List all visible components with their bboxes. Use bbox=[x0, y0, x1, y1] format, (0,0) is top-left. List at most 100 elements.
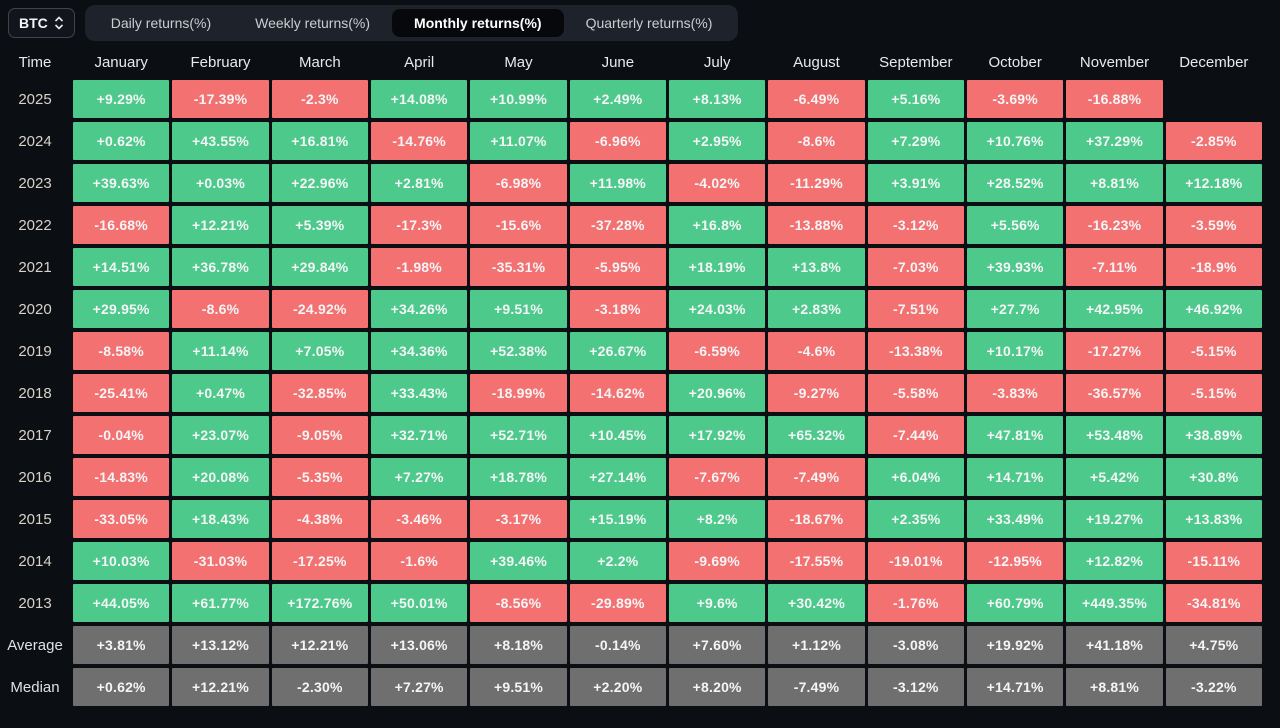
return-cell: +11.07% bbox=[470, 122, 567, 160]
return-cell: +22.96% bbox=[271, 164, 368, 202]
return-cell: -16.23% bbox=[1066, 206, 1163, 244]
return-cell: +33.49% bbox=[967, 500, 1064, 538]
return-cell: -7.67% bbox=[669, 458, 766, 496]
return-cell: +20.96% bbox=[669, 374, 766, 412]
return-cell: +2.95% bbox=[669, 122, 766, 160]
return-cell: -4.02% bbox=[669, 164, 766, 202]
return-cell: +39.63% bbox=[73, 164, 170, 202]
return-cell: -13.88% bbox=[768, 206, 865, 244]
return-cell: -16.88% bbox=[1066, 80, 1163, 118]
row-label-2014: 2014 bbox=[18, 552, 52, 570]
row-label-2015: 2015 bbox=[18, 510, 52, 528]
return-cell: -4.38% bbox=[271, 500, 368, 538]
column-header-august: August bbox=[793, 53, 840, 71]
return-cell: +16.81% bbox=[271, 122, 368, 160]
return-cell: -35.31% bbox=[470, 248, 567, 286]
column-header-march: March bbox=[298, 53, 341, 71]
return-cell: -9.69% bbox=[669, 542, 766, 580]
column-header-may: May bbox=[504, 53, 533, 71]
return-cell: +32.71% bbox=[371, 416, 468, 454]
return-cell: +18.43% bbox=[172, 500, 269, 538]
return-cell: +7.27% bbox=[371, 668, 468, 706]
row-label-2013: 2013 bbox=[18, 594, 52, 612]
return-cell: +41.18% bbox=[1066, 626, 1163, 664]
tab-quarterly-returns[interactable]: Quarterly returns(%) bbox=[564, 9, 735, 37]
column-header-june: June bbox=[601, 53, 635, 71]
return-cell: -8.6% bbox=[172, 290, 269, 328]
return-cell: +8.20% bbox=[669, 668, 766, 706]
return-cell: -37.28% bbox=[569, 206, 666, 244]
return-cell: -17.3% bbox=[371, 206, 468, 244]
returns-tabs: Daily returns(%) Weekly returns(%) Monthly… bbox=[84, 5, 739, 41]
return-cell: +36.78% bbox=[172, 248, 269, 286]
return-cell: +0.62% bbox=[73, 122, 170, 160]
return-cell: +27.7% bbox=[967, 290, 1064, 328]
tab-daily-returns[interactable]: Daily returns(%) bbox=[89, 9, 233, 37]
column-header-april: April bbox=[404, 53, 435, 71]
return-cell: -2.85% bbox=[1165, 122, 1262, 160]
return-cell: -14.62% bbox=[569, 374, 666, 412]
return-cell: +17.92% bbox=[669, 416, 766, 454]
return-cell: -17.39% bbox=[172, 80, 269, 118]
return-cell: +53.48% bbox=[1066, 416, 1163, 454]
return-cell: +0.62% bbox=[73, 668, 170, 706]
return-cell: +5.56% bbox=[967, 206, 1064, 244]
return-cell: -13.38% bbox=[867, 332, 964, 370]
return-cell: +13.06% bbox=[371, 626, 468, 664]
return-cell: +10.99% bbox=[470, 80, 567, 118]
return-cell: +13.83% bbox=[1165, 500, 1262, 538]
return-cell: +26.67% bbox=[569, 332, 666, 370]
returns-table: Time January February March April May June July… bbox=[0, 48, 1262, 706]
return-cell: +60.79% bbox=[967, 584, 1064, 622]
return-cell: -14.83% bbox=[73, 458, 170, 496]
column-header-january: January bbox=[94, 53, 148, 71]
tab-weekly-returns[interactable]: Weekly returns(%) bbox=[233, 9, 392, 37]
return-cell: -6.59% bbox=[669, 332, 766, 370]
return-cell: +12.82% bbox=[1066, 542, 1163, 580]
return-cell: +19.27% bbox=[1066, 500, 1163, 538]
return-cell: -3.12% bbox=[867, 668, 964, 706]
return-cell: -18.99% bbox=[470, 374, 567, 412]
return-cell: +20.08% bbox=[172, 458, 269, 496]
return-cell: -3.46% bbox=[371, 500, 468, 538]
coin-selector-label: BTC bbox=[19, 15, 48, 31]
return-cell: +3.91% bbox=[867, 164, 964, 202]
updown-chevron-icon bbox=[54, 16, 64, 30]
return-cell: +42.95% bbox=[1066, 290, 1163, 328]
return-cell: +4.75% bbox=[1165, 626, 1262, 664]
return-cell: -5.15% bbox=[1165, 374, 1262, 412]
return-cell: +23.07% bbox=[172, 416, 269, 454]
return-cell: +10.45% bbox=[569, 416, 666, 454]
return-cell: +12.21% bbox=[271, 626, 368, 664]
return-cell: -36.57% bbox=[1066, 374, 1163, 412]
column-header-december: December bbox=[1179, 53, 1249, 71]
return-cell: +34.26% bbox=[371, 290, 468, 328]
row-label-2019: 2019 bbox=[18, 342, 52, 360]
return-cell: +14.71% bbox=[967, 458, 1064, 496]
return-cell: +16.8% bbox=[669, 206, 766, 244]
return-cell: -3.08% bbox=[867, 626, 964, 664]
return-cell: +2.2% bbox=[569, 542, 666, 580]
return-cell: +47.81% bbox=[967, 416, 1064, 454]
return-cell: -7.03% bbox=[867, 248, 964, 286]
return-cell: +8.13% bbox=[669, 80, 766, 118]
tab-monthly-returns[interactable]: Monthly returns(%) bbox=[392, 9, 564, 37]
row-label-2020: 2020 bbox=[18, 300, 52, 318]
column-header-february: February bbox=[190, 53, 251, 71]
return-cell: +33.43% bbox=[371, 374, 468, 412]
return-cell: -15.11% bbox=[1165, 542, 1262, 580]
return-cell: -8.6% bbox=[768, 122, 865, 160]
return-cell: +5.16% bbox=[867, 80, 964, 118]
return-cell: +7.60% bbox=[669, 626, 766, 664]
return-cell: +19.92% bbox=[967, 626, 1064, 664]
return-cell: -2.3% bbox=[271, 80, 368, 118]
coin-selector[interactable]: BTC bbox=[8, 8, 75, 38]
row-label-average: Average bbox=[7, 636, 63, 654]
return-cell: +8.81% bbox=[1066, 668, 1163, 706]
return-cell: +30.42% bbox=[768, 584, 865, 622]
return-cell: +18.19% bbox=[669, 248, 766, 286]
return-cell: -15.6% bbox=[470, 206, 567, 244]
return-cell: -5.15% bbox=[1165, 332, 1262, 370]
row-label-median: Median bbox=[10, 678, 60, 696]
return-cell: -17.27% bbox=[1066, 332, 1163, 370]
